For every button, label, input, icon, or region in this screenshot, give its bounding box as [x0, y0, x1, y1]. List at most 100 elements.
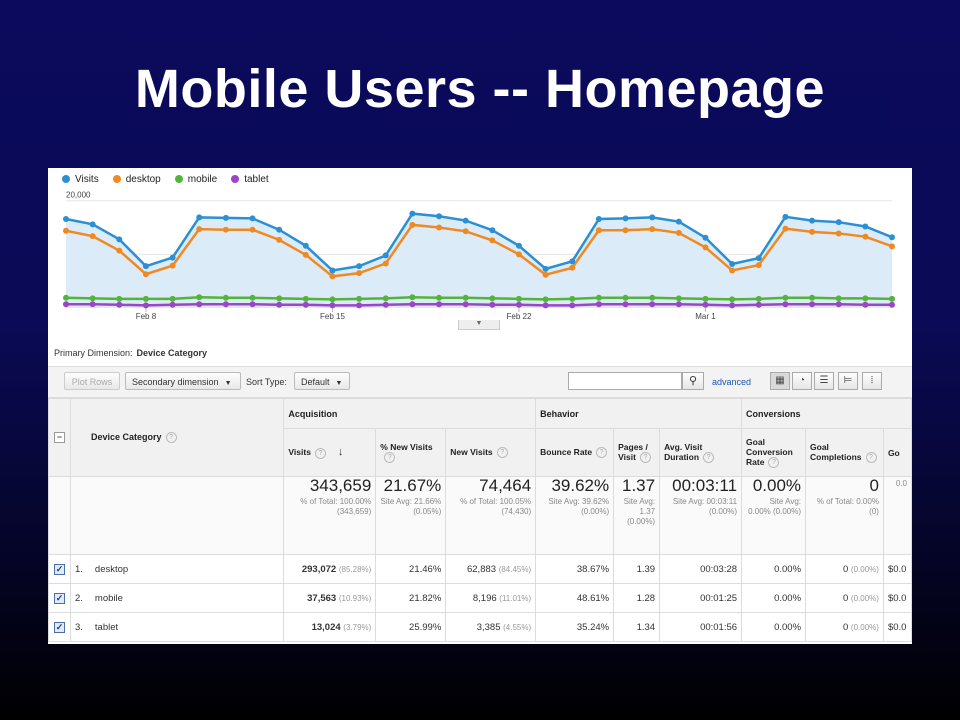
- column-header-pages-visit[interactable]: Pages / Visit?: [613, 428, 661, 477]
- data-point-mobile: [675, 295, 682, 302]
- row-checkbox[interactable]: ✓: [53, 621, 65, 633]
- secondary-dimension-label: Secondary dimension: [132, 377, 219, 387]
- row-checkbox-cell: ✓: [48, 612, 71, 642]
- series-line-desktop: [65, 223, 893, 278]
- legend-item-mobile[interactable]: mobile: [174, 174, 217, 185]
- summary-value: 00:03:11: [672, 476, 738, 495]
- new-visits-pct: (11.01%): [499, 593, 532, 603]
- column-header-avg-visit-duration[interactable]: Avg. Visit Duration?: [659, 428, 743, 477]
- summary-cell: 39.62% Site Avg: 39.62% (0.00%): [535, 476, 615, 555]
- row-checkbox[interactable]: ✓: [53, 563, 65, 575]
- data-point-desktop: [276, 236, 283, 243]
- visits-value: 37,563: [307, 592, 337, 604]
- help-icon[interactable]: ?: [165, 432, 177, 444]
- legend-item-visits[interactable]: Visits: [62, 174, 99, 185]
- data-point-tablet: [436, 301, 443, 308]
- select-all-checkbox[interactable]: −: [53, 432, 65, 443]
- dimension-value-link[interactable]: tablet: [94, 621, 119, 633]
- help-icon[interactable]: ?: [703, 452, 715, 464]
- data-point-tablet: [302, 301, 309, 308]
- pivot-view-button[interactable]: ⦙: [862, 372, 882, 390]
- column-header-new-visits[interactable]: New Visits?: [445, 428, 537, 477]
- data-point-tablet: [382, 301, 389, 308]
- data-point-visits: [542, 265, 549, 272]
- column-header-goal-conversion-rate[interactable]: Goal Conversion Rate?: [741, 428, 807, 477]
- table-row[interactable]: ✓ 3. tablet 13,024 (3.79%) 25.99% 3,385 (…: [48, 612, 912, 642]
- data-point-visits: [675, 218, 682, 225]
- dimension-value-link[interactable]: desktop: [94, 563, 129, 575]
- legend-dot: [62, 175, 70, 183]
- completions-pct: (0.00%): [850, 564, 879, 574]
- data-point-tablet: [889, 301, 895, 308]
- advanced-filter-link[interactable]: advanced: [712, 377, 752, 387]
- goal-value-cell: $0.0: [882, 583, 912, 613]
- help-icon[interactable]: ?: [314, 447, 326, 459]
- summary-value: 0.00%: [752, 476, 802, 495]
- visits-value: 293,072: [301, 563, 337, 575]
- column-header-new-visits-pct[interactable]: % New Visits?: [375, 428, 447, 477]
- data-point-tablet: [595, 301, 602, 308]
- data-point-mobile: [169, 295, 176, 302]
- help-icon[interactable]: ?: [768, 457, 780, 469]
- row-checkbox[interactable]: ✓: [53, 592, 65, 604]
- data-point-tablet: [462, 301, 469, 308]
- column-header-goal-value[interactable]: Go: [882, 428, 912, 477]
- table-row[interactable]: ✓ 1. desktop 293,072 (85.28%) 21.46% 62,8…: [48, 554, 912, 584]
- column-header-goal-completions[interactable]: Goal Completions?: [805, 428, 884, 477]
- new-visits-pct: (4.55%): [503, 622, 532, 632]
- data-point-tablet: [63, 301, 69, 308]
- summary-sub: Site Avg: 0.00% (0.00%): [748, 497, 802, 516]
- table-row[interactable]: ✓ 2. mobile 37,563 (10.93%) 21.82% 8,196 …: [48, 583, 912, 613]
- dimension-header[interactable]: Device Category?: [69, 398, 285, 477]
- primary-dimension-value[interactable]: Device Category: [136, 348, 208, 358]
- data-point-tablet: [356, 302, 363, 309]
- data-point-mobile: [302, 295, 309, 302]
- x-tick-label: Feb 22: [507, 312, 532, 320]
- completions-cell: 0 (0.00%): [805, 554, 884, 584]
- pie-chart-icon: ◔: [798, 375, 806, 386]
- data-point-desktop: [382, 260, 389, 267]
- summary-value: 74,464: [479, 476, 532, 495]
- help-icon[interactable]: ?: [496, 447, 508, 459]
- summary-spacer: [69, 476, 285, 555]
- data-point-desktop: [329, 273, 336, 280]
- summary-value: 0: [869, 476, 879, 495]
- table-view-button[interactable]: ▦: [770, 372, 790, 390]
- chart-collapse-toggle[interactable]: ▼: [458, 320, 500, 330]
- legend-item-desktop[interactable]: desktop: [112, 174, 161, 185]
- conversion-rate-cell: 0.00%: [741, 583, 807, 613]
- help-icon[interactable]: ?: [596, 447, 608, 459]
- summary-cell: 00:03:11 Site Avg: 00:03:11 (0.00%): [659, 476, 743, 555]
- data-point-visits: [142, 263, 149, 270]
- data-point-desktop: [436, 224, 443, 231]
- search-button[interactable]: ⚲: [682, 372, 704, 390]
- summary-sub: Site Avg: 39.62% (0.00%): [548, 497, 610, 516]
- legend-item-tablet[interactable]: tablet: [231, 174, 269, 185]
- summary-value: 1.37: [622, 476, 656, 495]
- help-icon[interactable]: ?: [865, 452, 877, 464]
- completions-value: 0: [842, 621, 849, 633]
- column-header-bounce-rate[interactable]: Bounce Rate?: [535, 428, 615, 477]
- performance-view-button[interactable]: ☰: [814, 372, 834, 390]
- table-search-input[interactable]: [568, 372, 682, 390]
- comparison-view-button[interactable]: ⊨: [838, 372, 858, 390]
- dimension-value-link[interactable]: mobile: [94, 592, 123, 604]
- data-point-desktop: [63, 227, 69, 234]
- pie-view-button[interactable]: ◔: [792, 372, 812, 390]
- legend-dot: [174, 175, 183, 183]
- sort-type-dropdown[interactable]: Default ▼: [294, 372, 350, 390]
- summary-value: 21.67%: [383, 476, 442, 495]
- help-icon[interactable]: ?: [384, 452, 396, 464]
- data-point-desktop: [489, 237, 496, 244]
- plot-rows-button[interactable]: Plot Rows: [64, 372, 120, 390]
- column-header-visits[interactable]: Visits? ↓: [283, 428, 377, 477]
- group-conversions: Conversions: [741, 398, 912, 429]
- data-point-desktop: [595, 227, 602, 234]
- y-tick-label: 20,000: [66, 191, 91, 200]
- secondary-dimension-dropdown[interactable]: Secondary dimension ▼: [125, 372, 241, 390]
- bounce-rate-cell: 48.61%: [535, 583, 615, 613]
- help-icon[interactable]: ?: [639, 452, 651, 464]
- sort-type-value: Default: [301, 377, 330, 387]
- data-point-visits: [702, 234, 709, 241]
